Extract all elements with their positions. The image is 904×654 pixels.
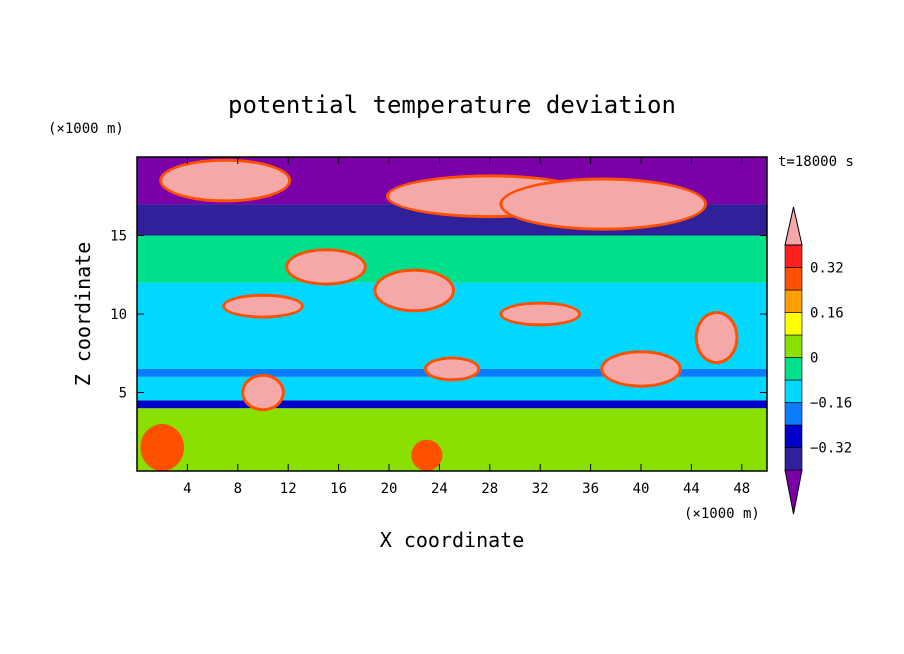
y-unit-label: (×1000 m) (48, 121, 124, 137)
x-tick-label: 40 (633, 481, 650, 497)
chart-title: potential temperature deviation (228, 91, 676, 119)
field-feature (502, 304, 578, 324)
x-axis-label: X coordinate (380, 528, 525, 552)
y-axis: 5 10 15 (110, 229, 767, 402)
colorbar-segment (784, 424, 803, 448)
field-feature (603, 353, 679, 385)
colorbar-segment (784, 334, 803, 358)
field-feature (376, 271, 453, 310)
x-tick-label: 12 (280, 481, 297, 497)
field-layer (137, 447, 767, 471)
field-feature (697, 314, 736, 362)
colorbar-label: −0.16 (810, 396, 852, 412)
field-layer (137, 376, 767, 401)
colorbar-segment (784, 447, 803, 471)
field-feature (414, 442, 440, 468)
colorbar-segment (784, 357, 803, 381)
field-layer (137, 235, 767, 283)
x-tick-label: 16 (330, 481, 347, 497)
field-feature (244, 376, 282, 409)
x-tick-label: 4 (183, 481, 191, 497)
field-feature (502, 180, 704, 228)
x-tick-label: 28 (481, 481, 498, 497)
x-tick-label: 20 (381, 481, 398, 497)
x-unit-label: (×1000 m) (684, 506, 760, 522)
colorbar-segment (784, 402, 803, 426)
x-tick-label: 8 (234, 481, 242, 497)
colorbar-label: 0.16 (810, 306, 844, 322)
time-label: t=18000 s (778, 154, 854, 170)
x-axis: 4 8 12 16 20 24 28 32 36 40 44 48 (183, 157, 750, 497)
x-tick-label: 36 (582, 481, 599, 497)
colorbar-segment (784, 312, 803, 336)
field-feature (162, 161, 289, 200)
colorbar-segment (784, 267, 803, 291)
colorbar-label: 0 (810, 351, 818, 367)
colorbar-label: 0.32 (810, 261, 844, 277)
x-tick-label: 32 (532, 481, 549, 497)
y-tick-label: 15 (110, 229, 127, 245)
field-feature (426, 359, 478, 379)
y-tick-label: 5 (119, 386, 127, 402)
colorbar-upper-extension (784, 206, 803, 246)
colorbar-segment (784, 244, 803, 268)
field-feature (288, 251, 364, 283)
colorbar-segment (784, 289, 803, 313)
field-layer (137, 408, 767, 448)
x-tick-label: 44 (683, 481, 700, 497)
field-layer (137, 400, 767, 409)
y-axis-label: Z coordinate (71, 242, 95, 387)
field-feature (143, 427, 182, 468)
colorbar-label: −0.32 (810, 441, 852, 457)
plot-area (136, 156, 768, 472)
y-tick-label: 10 (110, 307, 127, 323)
colorbar-lower-extension (784, 469, 803, 515)
colorbar: −0.32 −0.16 0 0.16 0.32 (784, 206, 852, 515)
x-tick-label: 48 (733, 481, 750, 497)
field-feature (225, 296, 301, 316)
x-tick-label: 24 (431, 481, 448, 497)
colorbar-segment (784, 379, 803, 403)
